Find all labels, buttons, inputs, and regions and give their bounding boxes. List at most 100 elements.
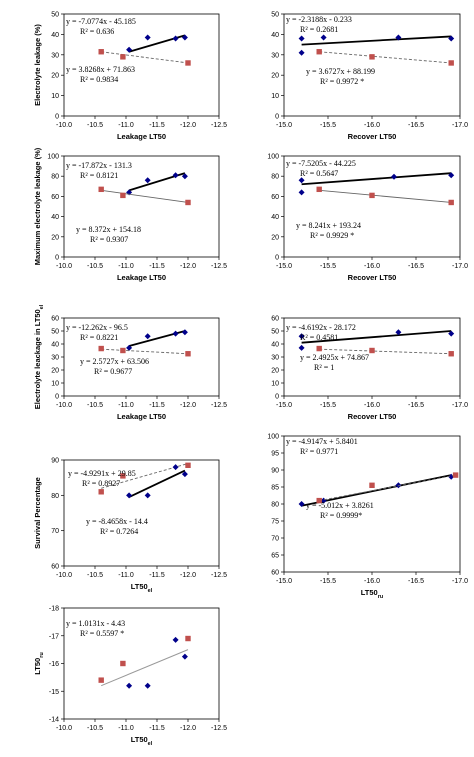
r-squared-label: R² = 0.9771 (300, 447, 338, 456)
data-point-diamond (298, 177, 305, 184)
x-axis-title: Leakage LT50 (117, 412, 166, 421)
x-tick-label: -15.5 (320, 122, 336, 129)
data-point-diamond (144, 682, 151, 689)
x-tick-label: -12.0 (180, 572, 196, 579)
y-tick-label: 10 (51, 381, 59, 388)
data-point-diamond (298, 344, 305, 351)
x-axis-title-subscript: el (148, 588, 153, 594)
r-squared-label: R² = 0.8121 (80, 171, 118, 180)
x-tick-label: -10.0 (56, 263, 72, 270)
data-point-diamond (126, 344, 133, 351)
chart-panel-8: 60 65 70 75 80 85 90 95 100 -15.0 -15.5 -16.0 -16.5 -… (267, 434, 468, 601)
fit-line-series-2 (319, 474, 456, 502)
r-squared-label: R² = 0.9677 (94, 367, 132, 376)
x-tick-label: -11.0 (118, 122, 134, 129)
data-point-square (185, 199, 191, 206)
y-tick-label: 60 (51, 316, 59, 323)
y-axis-title: Electrolyte leackage in LT50el (33, 304, 45, 409)
y-tick-label: 30 (51, 355, 59, 362)
x-tick-label: -17.0 (452, 402, 468, 409)
y-tick-label: 40 (271, 342, 279, 349)
data-point-square (369, 54, 375, 60)
y-tick-label: 90 (51, 458, 59, 465)
x-tick-label: -10.0 (56, 402, 72, 409)
regression-equation: y = 8.372x + 154.18 (76, 225, 141, 234)
data-point-diamond (298, 49, 305, 56)
data-point-square (369, 482, 375, 488)
y-tick-label: 30 (271, 52, 279, 59)
y-tick-label: -14 (49, 717, 59, 724)
y-tick-label: -15 (49, 689, 59, 696)
y-tick-label: 80 (51, 493, 59, 500)
data-point-diamond (181, 653, 188, 660)
data-point-diamond (181, 173, 188, 180)
r-squared-label: R² = 0.2681 (300, 25, 338, 34)
data-point-diamond (172, 35, 179, 42)
y-tick-label: 20 (271, 368, 279, 375)
x-tick-label: -12.0 (180, 263, 196, 270)
data-point-diamond (144, 492, 151, 499)
data-point-diamond (298, 189, 305, 196)
fit-line-series-2 (101, 348, 189, 355)
chart-panel-7: 60 70 80 90 -10.0 -10.5 -11.0 -11.5 -12.0 -12.5 LT… (33, 458, 227, 595)
y-tick-label: 20 (51, 73, 59, 80)
r-squared-label: R² = 0.9972 * (320, 77, 364, 86)
data-point-square (316, 49, 322, 55)
y-tick-label: -17 (49, 633, 59, 640)
data-point-diamond (395, 34, 402, 41)
y-tick-label: 20 (271, 73, 279, 80)
x-axis-title: Recover LT50 (348, 412, 397, 421)
x-tick-label: -12.0 (180, 725, 196, 732)
y-tick-label: 10 (271, 381, 279, 388)
x-tick-label: -10.5 (87, 572, 103, 579)
r-squared-label: R² = 0.636 (80, 27, 114, 36)
x-tick-label: -16.5 (408, 578, 424, 585)
fit-line-series-2 (101, 189, 189, 203)
y-tick-label: -18 (49, 606, 59, 613)
x-tick-label: -12.5 (211, 725, 227, 732)
y-axis-title-subscript: ru (39, 652, 45, 658)
fit-line-series-2 (319, 348, 452, 355)
x-tick-label: -17.0 (452, 578, 468, 585)
x-axis-title: LT50ru (361, 588, 383, 600)
y-tick-label: 20 (51, 368, 59, 375)
x-axis-title-subscript: ru (378, 594, 384, 600)
plot-frame (63, 459, 220, 567)
r-squared-label: R² = 0.9929 * (310, 231, 354, 240)
y-tick-label: 50 (271, 329, 279, 336)
y-tick-label: 30 (51, 52, 59, 59)
x-tick-label: -12.5 (211, 402, 227, 409)
regression-equation: y = -4.9147x + 5.8401 (286, 437, 358, 446)
data-point-diamond (298, 35, 305, 42)
regression-equation: y = -7.5205x - 44.225 (286, 159, 356, 168)
data-point-square (120, 347, 126, 354)
x-tick-label: -15.0 (276, 578, 292, 585)
x-tick-label: -16.0 (364, 263, 380, 270)
data-point-diamond (448, 35, 455, 42)
data-point-diamond (126, 492, 133, 499)
y-tick-label: 0 (275, 394, 279, 401)
x-tick-label: -15.0 (276, 122, 292, 129)
data-point-diamond (448, 172, 455, 179)
x-tick-label: -15.5 (320, 402, 336, 409)
y-tick-label: 40 (271, 32, 279, 39)
x-tick-label: -15.5 (320, 263, 336, 270)
chart-panel-4: 0 20 40 60 80 100 -15.0 -15.5 -16.0 -16.5 -17.0 Rec… (267, 154, 468, 283)
y-tick-label: 40 (51, 342, 59, 349)
x-tick-label: -10.0 (56, 122, 72, 129)
data-point-diamond (172, 330, 179, 337)
data-point-square (120, 192, 126, 199)
data-point-diamond (391, 173, 397, 180)
y-axis-title: Survival Percentage (33, 477, 42, 549)
chart-panel-5: 0 10 20 30 40 50 60 -10.0 -10.5 -11.0 -11.5 -12.0 -1… (33, 304, 227, 421)
y-tick-label: 95 (271, 451, 279, 458)
y-tick-label: 20 (51, 234, 59, 241)
data-point-diamond (181, 34, 188, 41)
x-tick-label: -10.0 (56, 572, 72, 579)
y-tick-label: 70 (51, 528, 59, 535)
data-point-square (448, 60, 454, 66)
x-tick-label: -12.0 (180, 122, 196, 129)
y-tick-label: 100 (267, 154, 279, 161)
fit-line-series-2 (101, 51, 189, 64)
y-tick-label: 60 (271, 194, 279, 201)
